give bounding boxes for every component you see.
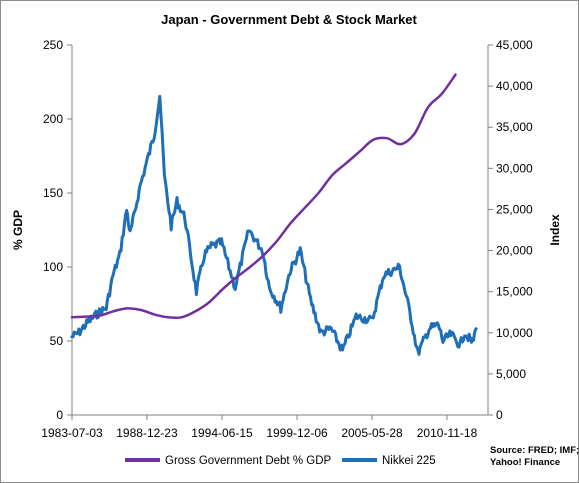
- y-right-tick-label: 35,000: [496, 120, 533, 134]
- y-left-tick-label: 100: [43, 260, 63, 274]
- x-axis-ticks: 1983-07-03 1988-12-23 1994-06-15 1999-12-06…: [41, 415, 478, 440]
- y-axis-right-ticks: 0 5,000 10,000 15,000 20,000 25,000 30,000 35,0…: [488, 38, 533, 422]
- x-tick-label: 1988-12-23: [116, 426, 178, 440]
- y-left-tick-label: 50: [50, 334, 64, 348]
- chart-title: Japan - Government Debt & Stock Market: [161, 12, 417, 27]
- series-group: [70, 73, 478, 356]
- y-axis-left-ticks: 0 50 100 150 200 250: [43, 38, 72, 422]
- x-tick-label: 2005-05-28: [341, 426, 403, 440]
- source-note-line-2: Yahoo! Finance: [490, 457, 560, 468]
- legend: Gross Government Debt % GDP Nikkei 225: [125, 455, 436, 467]
- y-left-tick-label: 0: [56, 408, 63, 422]
- legend-label-nikkei: Nikkei 225: [382, 455, 436, 467]
- y-left-tick-label: 150: [43, 186, 63, 200]
- legend-label-debt: Gross Government Debt % GDP: [165, 455, 331, 467]
- x-tick-label: 1994-06-15: [191, 426, 253, 440]
- y-left-tick-label: 200: [43, 112, 63, 126]
- y-right-tick-label: 40,000: [496, 79, 533, 93]
- y-right-tick-label: 30,000: [496, 161, 533, 175]
- y-left-tick-label: 250: [43, 38, 63, 52]
- x-tick-label: 2010-11-18: [417, 426, 478, 440]
- y-right-tick-label: 15,000: [496, 285, 533, 299]
- y-right-tick-label: 5,000: [496, 367, 526, 381]
- series-line-nikkei: [70, 94, 478, 356]
- source-note-line-1: Source: FRED; IMF;: [490, 445, 579, 456]
- axes: [71, 45, 489, 416]
- y-right-tick-label: 0: [496, 408, 503, 422]
- y-axis-right-label: Index: [548, 214, 562, 246]
- y-right-tick-label: 10,000: [496, 326, 533, 340]
- y-right-tick-label: 20,000: [496, 244, 533, 258]
- series-line-debt: [70, 73, 457, 320]
- y-right-tick-label: 25,000: [496, 202, 533, 216]
- x-tick-label: 1983-07-03: [41, 426, 103, 440]
- y-right-tick-label: 45,000: [496, 38, 533, 52]
- y-axis-left-label: % GDP: [11, 210, 25, 250]
- x-tick-label: 1999-12-06: [266, 426, 328, 440]
